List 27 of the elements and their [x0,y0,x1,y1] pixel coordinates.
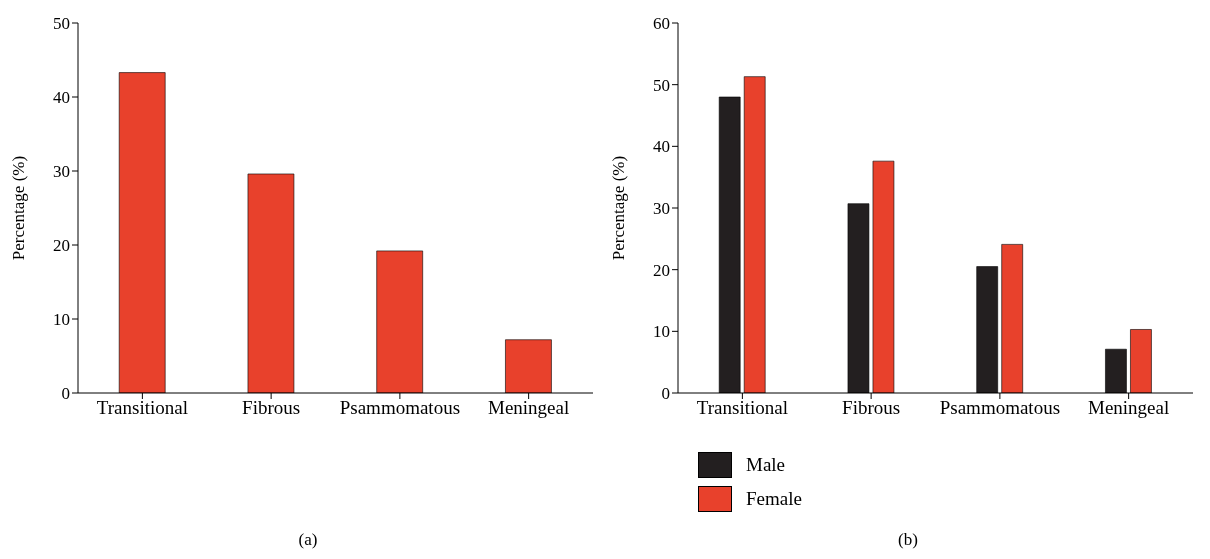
y-tick-label: 30 [53,162,70,182]
x-tick-label: Psammomatous [339,397,461,419]
y-tick-label: 10 [653,322,670,342]
x-tick-label: Fibrous [842,397,901,419]
x-tick-label: Meningeal [1087,397,1170,419]
text: (a) [297,530,319,550]
legend-label: Female [746,488,802,510]
y-tick-label: 50 [653,75,670,95]
y-tick-label: 0 [661,384,670,404]
y-tick-label: 60 [653,14,670,34]
y-tick-label: 10 [53,310,70,330]
x-tick-label: Meningeal [487,397,570,419]
x-tick-label: Fibrous [242,397,301,419]
x-tick-label: Psammomatous [939,397,1061,419]
y-axis-title: Percentage (%) [609,155,629,261]
y-tick-label: 30 [653,199,670,219]
y-tick-label: 40 [53,88,70,108]
y-tick-label: 40 [653,137,670,157]
text: (b) [897,530,919,550]
x-tick-label: Transitional [696,397,788,419]
y-tick-label: 50 [53,14,70,34]
y-tick-label: 20 [53,236,70,256]
y-tick-label: 0 [61,384,70,404]
y-axis-title: Percentage (%) [9,155,29,261]
x-tick-label: Transitional [96,397,188,419]
y-tick-label: 20 [653,260,670,280]
legend-label: Male [746,454,786,476]
